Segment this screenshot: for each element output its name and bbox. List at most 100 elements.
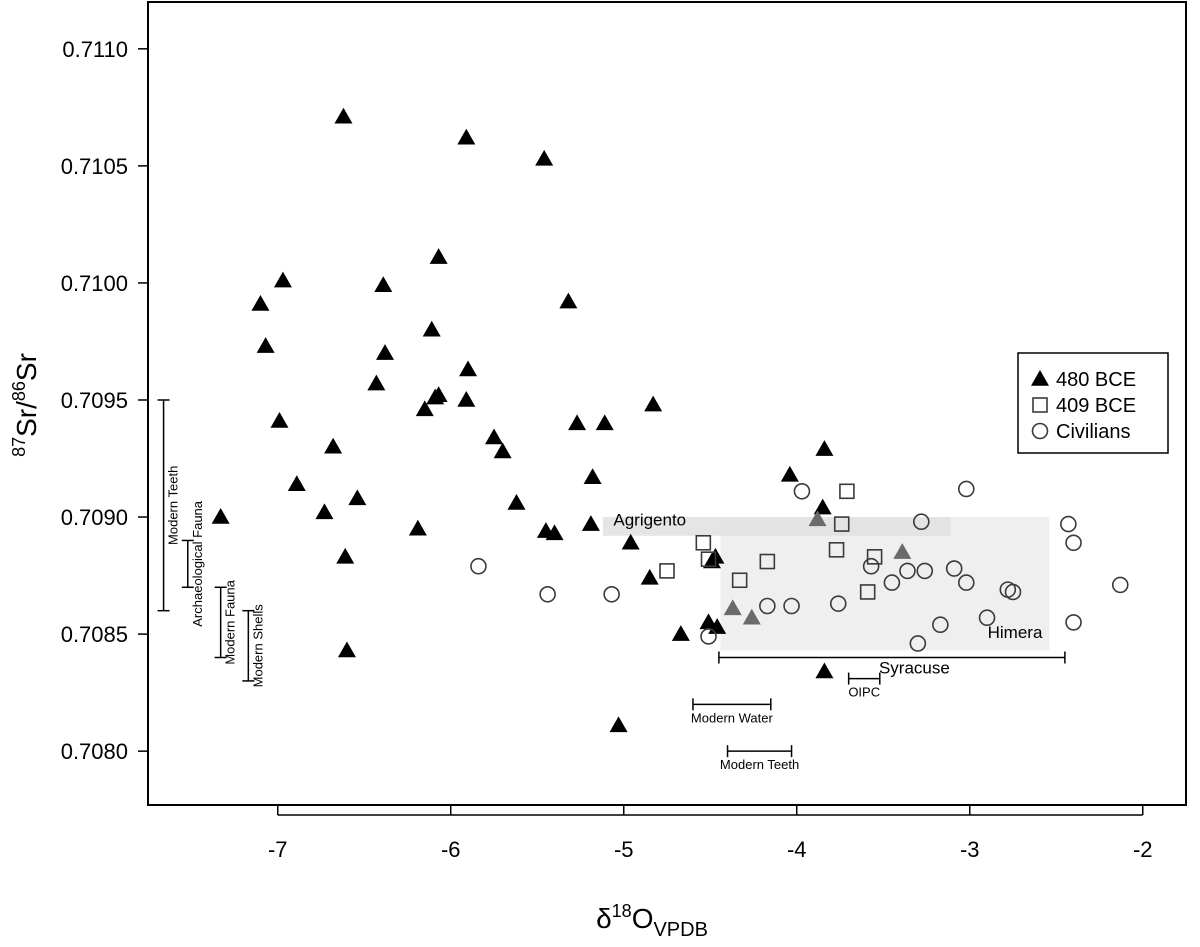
region-label-agrigento: Agrigento bbox=[613, 510, 686, 529]
y-tick-label: 0.7110 bbox=[62, 37, 128, 62]
data-point-triangle bbox=[671, 625, 690, 641]
data-point-triangle bbox=[337, 641, 356, 658]
data-point-triangle bbox=[485, 428, 503, 445]
data-point-circle bbox=[470, 557, 487, 575]
data-point-circle bbox=[1065, 614, 1082, 631]
data-point-triangle bbox=[211, 508, 230, 524]
data-point-circle bbox=[539, 586, 556, 603]
legend-marker-square bbox=[1032, 397, 1048, 413]
range-label-modern-teeth: Modern Teeth bbox=[720, 757, 799, 772]
data-point-circle bbox=[862, 557, 880, 575]
data-point-circle bbox=[1004, 583, 1022, 601]
legend-label: Civilians bbox=[1056, 421, 1130, 443]
plot-frame bbox=[147, 1, 1187, 806]
data-point-square bbox=[659, 563, 675, 579]
data-point-triangle bbox=[315, 503, 334, 520]
data-point-triangle bbox=[583, 468, 602, 484]
data-point-square bbox=[833, 516, 850, 532]
legend-marker-triangle bbox=[1031, 370, 1049, 386]
x-tick-label: -7 bbox=[268, 837, 288, 862]
data-point-triangle bbox=[457, 390, 476, 407]
data-point-triangle bbox=[374, 276, 393, 293]
y-axis-title: 87Sr/86Sr bbox=[9, 353, 42, 457]
data-point-triangle bbox=[702, 552, 721, 569]
data-point-circle bbox=[1060, 515, 1077, 533]
data-point-triangle bbox=[270, 412, 289, 428]
range-label-modern-water: Modern Water bbox=[691, 710, 774, 725]
data-point-square bbox=[828, 542, 845, 558]
data-point-triangle bbox=[459, 360, 478, 377]
data-point-triangle bbox=[644, 395, 663, 412]
data-point-triangle bbox=[348, 489, 367, 506]
region-label-himera: Himera bbox=[988, 623, 1043, 642]
x-tick-label: -4 bbox=[787, 837, 807, 862]
y-tick-label: 0.7095 bbox=[61, 388, 128, 413]
data-point-circle bbox=[978, 609, 996, 627]
data-point-triangle-grey bbox=[742, 608, 761, 625]
x-tick-label: -3 bbox=[960, 837, 980, 862]
range-label-archaeological-fauna: Archaeological Fauna bbox=[190, 500, 205, 627]
data-point-triangle bbox=[507, 493, 526, 510]
data-point-triangle bbox=[324, 437, 343, 454]
y-tick-label: 0.7105 bbox=[61, 154, 128, 179]
region-bands: Agrigento Himera bbox=[602, 510, 1050, 651]
data-point-square bbox=[700, 551, 717, 567]
data-point-triangle bbox=[336, 547, 355, 564]
data-point-triangle bbox=[457, 128, 476, 145]
data-point-triangle-grey bbox=[893, 543, 912, 559]
data-point-triangle bbox=[559, 292, 578, 309]
y-tick-label: 0.7100 bbox=[61, 271, 128, 296]
data-point-triangle bbox=[367, 374, 386, 391]
data-point-triangle bbox=[287, 475, 306, 492]
legend-box bbox=[1017, 352, 1169, 454]
data-point-circle bbox=[909, 635, 927, 652]
y-tick-label: 0.7085 bbox=[61, 622, 128, 647]
data-point-triangle bbox=[640, 568, 659, 585]
data-point-square bbox=[695, 534, 712, 551]
data-point-triangle bbox=[780, 465, 799, 482]
data-point-circle bbox=[916, 562, 934, 580]
data-point-circle bbox=[759, 597, 776, 615]
data-points bbox=[211, 107, 1129, 733]
range-bars: Modern Teeth Archaeological Fauna Modern F… bbox=[157, 399, 1066, 772]
y-tick-label: 0.7080 bbox=[61, 739, 128, 764]
data-point-triangle bbox=[813, 498, 832, 515]
data-point-triangle bbox=[273, 271, 292, 288]
data-point-triangle bbox=[568, 414, 587, 431]
y-tick-label: 0.7090 bbox=[61, 505, 128, 530]
data-point-triangle bbox=[581, 515, 600, 531]
x-axis: -7 -6 -5 -4 -3 -2 bbox=[268, 805, 1153, 862]
data-point-square bbox=[839, 483, 855, 500]
data-point-square bbox=[866, 549, 883, 565]
data-point-triangle bbox=[256, 337, 275, 353]
data-point-circle bbox=[957, 480, 975, 498]
data-point-circle bbox=[829, 595, 847, 612]
data-point-triangle bbox=[415, 400, 434, 417]
range-label-modern-teeth: Modern Teeth bbox=[166, 466, 181, 545]
data-point-circle bbox=[603, 586, 620, 603]
data-point-triangle bbox=[422, 320, 441, 337]
data-point-triangle bbox=[493, 442, 512, 459]
data-point-circle bbox=[783, 597, 800, 615]
data-point-triangle bbox=[545, 524, 564, 541]
x-tick-label: -5 bbox=[614, 837, 634, 862]
range-label-modern-fauna: Modern Fauna bbox=[223, 579, 238, 664]
data-point-triangle bbox=[815, 440, 834, 456]
data-point-triangle bbox=[408, 519, 427, 536]
data-point-circle bbox=[945, 560, 963, 577]
data-point-circle bbox=[957, 574, 975, 591]
region-band-agrigento bbox=[602, 517, 951, 536]
data-point-triangle bbox=[426, 388, 445, 405]
y-axis: 0.7080 0.7085 0.7090 0.7095 0.7100 0.7105 0.71… bbox=[61, 37, 148, 764]
x-tick-label: -6 bbox=[441, 837, 461, 862]
x-tick-label: -2 bbox=[1133, 837, 1153, 862]
range-label-modern-shells: Modern Shells bbox=[250, 604, 265, 688]
data-point-square bbox=[731, 572, 748, 589]
data-point-triangle bbox=[595, 414, 614, 431]
data-point-triangle bbox=[535, 149, 554, 166]
data-point-triangle bbox=[621, 533, 640, 550]
legend-label: 409 BCE bbox=[1056, 395, 1136, 417]
legend-marker-circle bbox=[1031, 422, 1049, 440]
x-axis-title: δ18OVPDB bbox=[596, 901, 708, 941]
